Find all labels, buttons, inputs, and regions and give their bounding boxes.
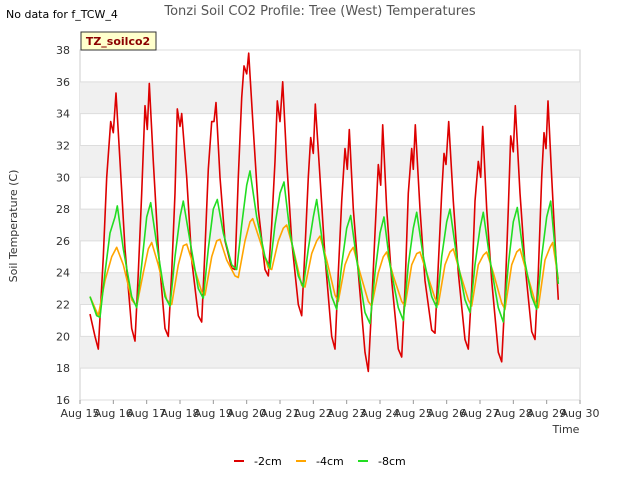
chart-title: Tonzi Soil CO2 Profile: Tree (West) Temp… <box>163 4 476 19</box>
series-line-m4cm <box>89 217 560 317</box>
y-tick-label: 24 <box>56 267 70 280</box>
x-tick-label: Aug 25 <box>394 407 433 420</box>
y-tick-label: 18 <box>56 362 70 375</box>
legend-label: -2cm <box>254 455 282 468</box>
x-tick-label: Aug 24 <box>361 407 400 420</box>
y-tick-label: 30 <box>56 171 70 184</box>
x-tick-label: Aug 30 <box>561 407 600 420</box>
legend-label: -4cm <box>316 455 344 468</box>
grid-band <box>80 145 580 178</box>
y-tick-label: 36 <box>56 76 70 89</box>
y-tick-label: 20 <box>56 330 70 343</box>
y-tick-label: 16 <box>56 394 70 407</box>
series-line-m8cm <box>89 170 560 325</box>
y-tick-label: 26 <box>56 235 70 248</box>
badge: TZ_soilco2 <box>80 31 157 51</box>
legend-item: -8cm <box>358 455 406 468</box>
x-tick-label: Aug 19 <box>194 407 233 420</box>
x-tick-label: Aug 20 <box>227 407 266 420</box>
y-axis-ticks: 16 18 20 22 24 26 28 30 32 34 36 38 <box>56 44 70 407</box>
y-axis-label: Soil Temperature (C) <box>7 170 20 283</box>
y-tick-label: 28 <box>56 203 70 216</box>
grid-lines <box>80 49 580 401</box>
grid-band <box>80 81 580 114</box>
series-lines <box>89 52 560 373</box>
y-tick-label: 38 <box>56 44 70 57</box>
grid-band <box>80 336 580 369</box>
no-data-note: No data for f_TCW_4 <box>6 8 118 21</box>
x-tick-label: Aug 16 <box>94 407 133 420</box>
grid-band <box>80 209 580 241</box>
y-tick-label: 32 <box>56 139 70 152</box>
legend-item: -4cm <box>296 455 344 468</box>
x-tick-label: Aug 27 <box>461 407 500 420</box>
x-axis-label: Time <box>552 423 580 436</box>
badge-label: TZ_soilco2 <box>86 35 150 48</box>
legend-label: -8cm <box>378 455 406 468</box>
legend-item: -2cm <box>234 455 282 468</box>
y-tick-label: 22 <box>56 299 70 312</box>
series-line-m2cm <box>89 52 560 373</box>
x-tick-label: Aug 29 <box>527 407 566 420</box>
y-tick-label: 34 <box>56 108 70 121</box>
x-tick-label: Aug 21 <box>261 407 300 420</box>
legend: -2cm -4cm -8cm <box>234 455 406 468</box>
x-tick-label: Aug 17 <box>127 407 166 420</box>
x-tick-label: Aug 23 <box>327 407 366 420</box>
x-tick-label: Aug 26 <box>427 407 466 420</box>
badge-box <box>80 31 157 51</box>
x-tick-label: Aug 28 <box>494 407 533 420</box>
x-tick-label: Aug 15 <box>61 407 100 420</box>
x-tick-label: Aug 22 <box>294 407 333 420</box>
x-tick-label: Aug 18 <box>161 407 200 420</box>
